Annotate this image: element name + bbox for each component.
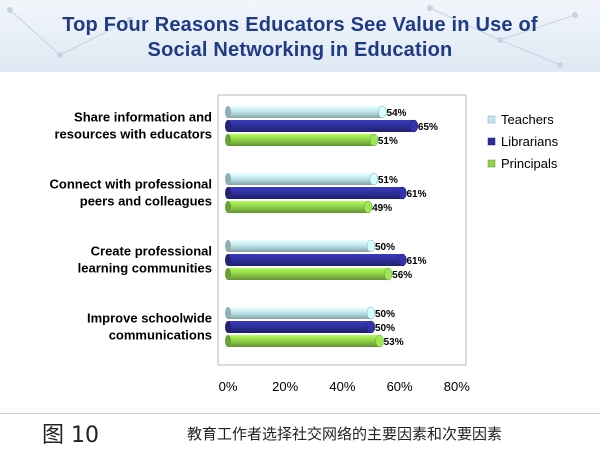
- bar-librarians: [225, 253, 407, 267]
- bar-body: [228, 134, 374, 146]
- bar-librarians: [225, 119, 419, 133]
- bar-start-cap: [225, 201, 231, 213]
- bar-value-label: 61%: [406, 189, 426, 200]
- bar-value-label: 51%: [378, 175, 398, 186]
- bar-body: [228, 240, 371, 252]
- legend-swatch: [487, 159, 496, 168]
- legend-label: Teachers: [501, 112, 554, 127]
- chart-title-line-1: Top Four Reasons Educators See Value in …: [62, 14, 538, 36]
- category-label: peers and colleagues: [80, 194, 212, 209]
- bar-value-label: 50%: [375, 323, 395, 334]
- bar-end-cap: [398, 253, 407, 267]
- figure-caption: 教育工作者选择社交网络的主要因素和次要因素: [187, 425, 503, 443]
- category-label: Connect with professional: [49, 177, 212, 192]
- bar-value-label: 53%: [384, 337, 404, 348]
- bar-start-cap: [225, 335, 231, 347]
- bar-end-cap: [375, 334, 384, 348]
- bar-principals: [225, 334, 384, 348]
- bar-start-cap: [225, 240, 231, 252]
- category-label: Create professional: [91, 244, 212, 259]
- x-tick-label: 0%: [219, 379, 238, 394]
- category-label: communications: [109, 328, 212, 343]
- bar-principals: [225, 267, 393, 281]
- bar-body: [228, 335, 380, 347]
- x-tick-label: 80%: [444, 379, 470, 394]
- bar-value-label: 51%: [378, 136, 398, 147]
- bar-value-label: 56%: [392, 270, 412, 281]
- bar-start-cap: [225, 187, 231, 199]
- bar-start-cap: [225, 106, 231, 118]
- category-label: Improve schoolwide: [87, 311, 212, 326]
- category-label: resources with educators: [55, 127, 213, 142]
- bar-end-cap: [369, 172, 379, 186]
- x-tick-label: 60%: [387, 379, 413, 394]
- bar-end-cap: [383, 267, 393, 281]
- bar-librarians: [225, 320, 376, 334]
- bar-end-cap: [409, 119, 419, 133]
- bar-end-cap: [378, 105, 387, 119]
- bar-start-cap: [225, 321, 231, 333]
- legend-label: Principals: [501, 156, 558, 171]
- footer-divider: [0, 413, 600, 414]
- bar-start-cap: [225, 173, 231, 185]
- category-label: Share information and: [74, 110, 212, 125]
- bar-end-cap: [398, 186, 407, 200]
- bar-end-cap: [366, 320, 376, 334]
- bar-chart: 0% 20% 40% 60% 80% Share information and resou…: [49, 94, 559, 394]
- bar-body: [228, 254, 403, 266]
- bar-value-label: 65%: [418, 122, 438, 133]
- legend-label: Librarians: [501, 134, 559, 149]
- bar-start-cap: [225, 268, 231, 280]
- bar-value-label: 49%: [372, 203, 392, 214]
- bar-body: [228, 321, 371, 333]
- bar-end-cap: [366, 239, 376, 253]
- bar-body: [228, 106, 383, 118]
- bar-teachers: [225, 172, 379, 186]
- bar-body: [228, 307, 371, 319]
- bar-start-cap: [225, 254, 231, 266]
- bar-value-label: 50%: [375, 309, 395, 320]
- bar-start-cap: [225, 134, 231, 146]
- chart-title-line-2: Social Networking in Education: [147, 39, 453, 61]
- bar-teachers: [225, 105, 387, 119]
- chart-title: Top Four Reasons Educators See Value in …: [0, 13, 600, 63]
- bar-start-cap: [225, 120, 231, 132]
- bar-start-cap: [225, 307, 231, 319]
- x-tick-label: 20%: [272, 379, 298, 394]
- bar-body: [228, 187, 403, 199]
- bar-end-cap: [369, 133, 379, 147]
- bar-librarians: [225, 186, 407, 200]
- bar-value-label: 61%: [406, 256, 426, 267]
- bar-teachers: [225, 306, 376, 320]
- bar-end-cap: [363, 200, 373, 214]
- bar-value-label: 50%: [375, 242, 395, 253]
- bar-principals: [225, 200, 373, 214]
- figure-number: 图 10: [42, 423, 99, 448]
- bar-body: [228, 173, 374, 185]
- category-label: learning communities: [78, 261, 212, 276]
- bar-principals: [225, 133, 379, 147]
- bar-body: [228, 268, 389, 280]
- legend-swatch: [487, 115, 496, 124]
- bar-value-label: 54%: [386, 108, 406, 119]
- legend-swatch: [487, 137, 496, 146]
- bar-teachers: [225, 239, 376, 253]
- x-tick-label: 40%: [329, 379, 355, 394]
- bar-body: [228, 201, 369, 213]
- bar-end-cap: [366, 306, 376, 320]
- network-background-graphic: [7, 5, 578, 68]
- bar-body: [228, 120, 414, 132]
- title-banner: Top Four Reasons Educators See Value in …: [0, 0, 600, 72]
